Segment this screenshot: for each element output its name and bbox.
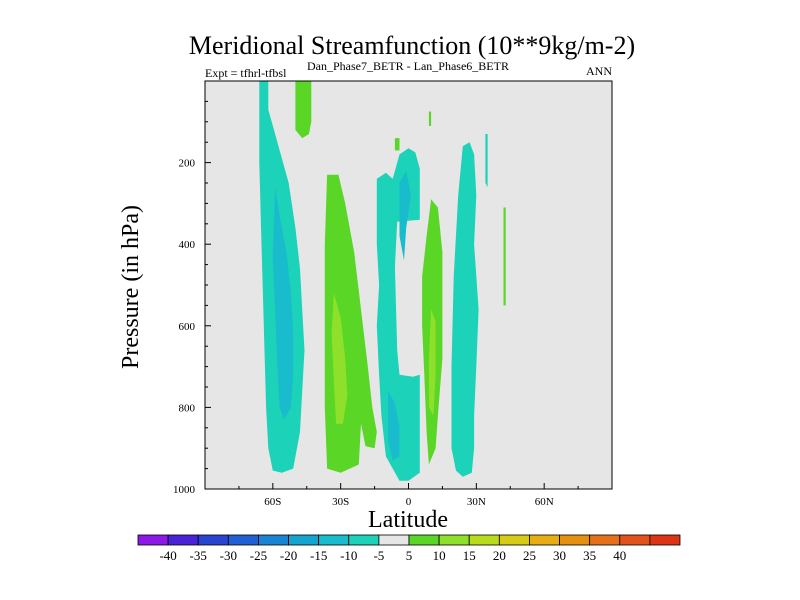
colorbar-label: -5 (373, 548, 384, 563)
y-tick-label: 1000 (173, 484, 196, 496)
colorbar-swatch (408, 534, 440, 546)
colorbar-label: -35 (190, 548, 207, 563)
contour-region-nh-pos-streak (503, 207, 506, 306)
y-tick-label: 600 (179, 321, 196, 333)
contour-region-nh-pos-blob-a (394, 138, 400, 151)
colorbar: -40 -35 -30 -25 -20 -15 -10 -5 5 10 15 20 25 30 35 40 (137, 534, 681, 563)
contour-region-eq-neg-lower (388, 391, 400, 461)
y-axis-label: Pressure (in hPa) (118, 205, 144, 369)
colorbar-swatch (438, 534, 470, 546)
y-tick-label: 800 (179, 402, 196, 414)
x-tick-label: 30N (467, 496, 486, 508)
x-tick-label: 0 (406, 496, 412, 508)
colorbar-label: -40 (159, 548, 176, 563)
colorbar-label: 30 (553, 548, 566, 563)
colorbar-label: 15 (463, 548, 476, 563)
colorbar-label: 25 (523, 548, 536, 563)
contour-region-nh-band (451, 142, 479, 477)
difference-label: Dan_Phase7_BETR - Lan_Phase6_BETR (307, 59, 509, 73)
axis-ticks: 60S 30S 0 30N 60N 200 400 600 800 1000 (173, 100, 579, 508)
contour-region-sh-pos-core (331, 293, 348, 424)
contour-region-nh-pos-blob-b (428, 111, 432, 126)
contour-region-sh-upper-pos (295, 81, 312, 139)
contour-regions (259, 81, 506, 481)
colorbar-label: 40 (613, 548, 626, 563)
colorbar-swatch (559, 534, 591, 546)
chart-title: Meridional Streamfunction (10**9kg/m-2) (189, 31, 635, 60)
colorbar-swatch (529, 534, 560, 546)
colorbar-label: -20 (280, 548, 297, 563)
colorbar-swatch (348, 534, 380, 546)
x-axis-label: Latitude (368, 507, 448, 533)
colorbar-label: -25 (250, 548, 267, 563)
contour-region-nh-neg-streak (485, 134, 488, 188)
season-label: ANN (586, 64, 612, 78)
colorbar-label: 5 (406, 548, 413, 563)
colorbar-swatch (167, 534, 199, 546)
colorbar-swatch (468, 534, 500, 546)
colorbar-label: -15 (310, 548, 327, 563)
expt-label: Expt = tfhrl-tfbsl (205, 66, 287, 80)
y-tick-label: 200 (179, 158, 196, 170)
colorbar-swatch (227, 534, 259, 546)
colorbar-label: 10 (433, 548, 446, 563)
y-tick-label: 400 (179, 239, 196, 251)
colorbar-label: -30 (220, 548, 237, 563)
contour-region-eq-neg-inner (399, 170, 411, 261)
colorbar-swatch (619, 534, 651, 546)
colorbar-swatch (378, 534, 410, 546)
colorbar-swatch (137, 534, 169, 546)
contour-region-eq-neg-outer (376, 148, 420, 481)
colorbar-label: 20 (493, 548, 506, 563)
colorbar-swatch (288, 534, 320, 546)
colorbar-swatch (498, 534, 530, 546)
colorbar-swatch (258, 534, 289, 546)
x-tick-label: 60S (264, 496, 281, 508)
colorbar-label: -10 (340, 548, 357, 563)
x-tick-label: 30S (332, 496, 349, 508)
colorbar-label: 35 (583, 548, 596, 563)
colorbar-swatch (589, 534, 621, 546)
contour-region-eq-pos-core (428, 309, 436, 416)
colorbar-swatch (649, 534, 681, 546)
contour-region-sh-band-inner (272, 187, 294, 420)
colorbar-swatch (197, 534, 229, 546)
colorbar-swatch (318, 534, 350, 546)
x-tick-label: 60N (535, 496, 554, 508)
